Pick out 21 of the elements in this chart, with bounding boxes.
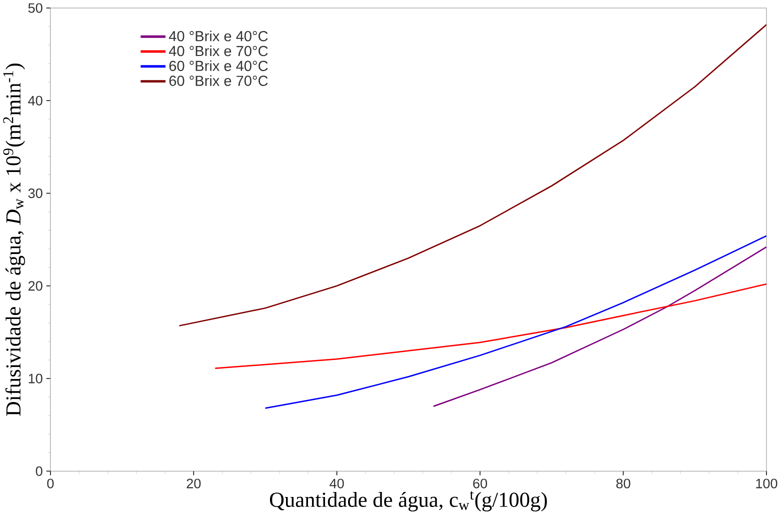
y-tick-label: 40 [28, 96, 42, 106]
y-tick-label: 0 [36, 466, 42, 476]
x-tick-label: 0 [47, 478, 54, 489]
line-series [214, 284, 766, 370]
x-tick-label: 60 [473, 478, 488, 489]
y-tick-label: 50 [28, 3, 42, 14]
legend-label: 60 °Brix e 70°C [169, 75, 268, 86]
line-series [264, 235, 766, 410]
text: Difusividade de água, D$_{w}$ x 10$^{9}$(m$^{2}$min$^{-1}$) [3, 64, 26, 416]
x-tick-label: 100 [756, 478, 778, 489]
y-tick-label: 30 [28, 188, 42, 198]
legend-label: 40 °Brix e 40°C [168, 30, 268, 42]
line-series [432, 246, 766, 408]
y-tick-label: 10 [28, 374, 42, 384]
y-tick-label: 20 [28, 281, 42, 291]
legend-label: 40 °Brix e 70°C [168, 46, 268, 56]
x-tick-label: 40 [330, 478, 344, 489]
x-tick-label: 80 [616, 478, 630, 489]
legend-label: 60 °Brix e 40°C [169, 60, 268, 72]
x-tick-label: 20 [186, 478, 201, 489]
x-axis-title: Quantidade de água, c$_{w}$$^{t}$(g/100g) [270, 491, 547, 512]
